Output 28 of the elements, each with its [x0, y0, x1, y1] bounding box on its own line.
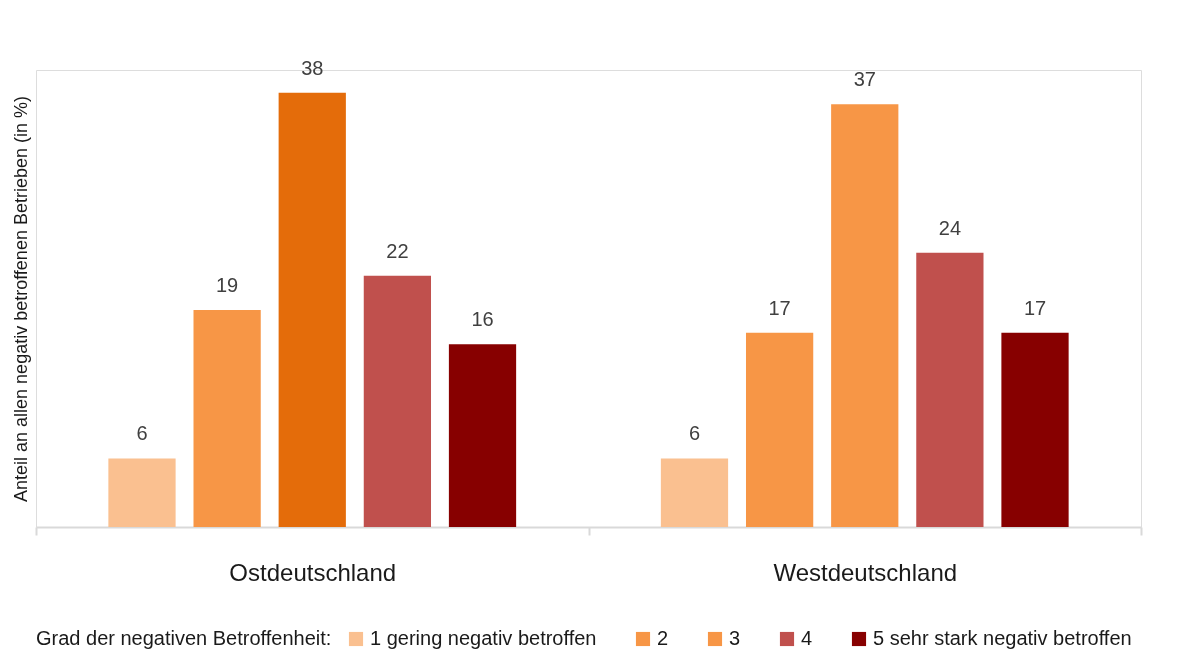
data-label: 6 [136, 422, 148, 445]
data-label: 38 [301, 56, 324, 79]
legend-title: Grad der negativen Betroffenheit: [36, 627, 332, 649]
legend-label: 4 [801, 627, 813, 649]
data-label: 22 [386, 239, 409, 262]
bar [1001, 332, 1069, 527]
bar [108, 458, 176, 527]
data-label: 37 [853, 68, 876, 91]
legend-label: 5 sehr stark negativ betroffen [873, 627, 1132, 649]
y-axis-title: Anteil an allen negativ betroffenen Betrieben (in %) [10, 96, 31, 502]
data-label: 17 [768, 296, 791, 319]
bar [448, 344, 517, 527]
bar [278, 92, 346, 527]
bar [660, 458, 729, 527]
x-tick-label: Ostdeutschland [229, 558, 397, 586]
data-label: 6 [688, 422, 701, 445]
bar [745, 332, 814, 527]
x-tick-label: Westdeutschland [773, 558, 958, 586]
bar [363, 275, 432, 527]
data-label: 17 [1023, 296, 1047, 319]
data-label: 24 [938, 216, 962, 239]
legend-label: 1 gering negativ betroffen [370, 627, 597, 649]
bar [916, 252, 984, 527]
legend-label: 3 [729, 627, 741, 649]
legend-label: 2 [657, 627, 669, 649]
data-label: 19 [215, 273, 239, 296]
bar [193, 309, 261, 527]
data-label: 16 [471, 308, 494, 331]
